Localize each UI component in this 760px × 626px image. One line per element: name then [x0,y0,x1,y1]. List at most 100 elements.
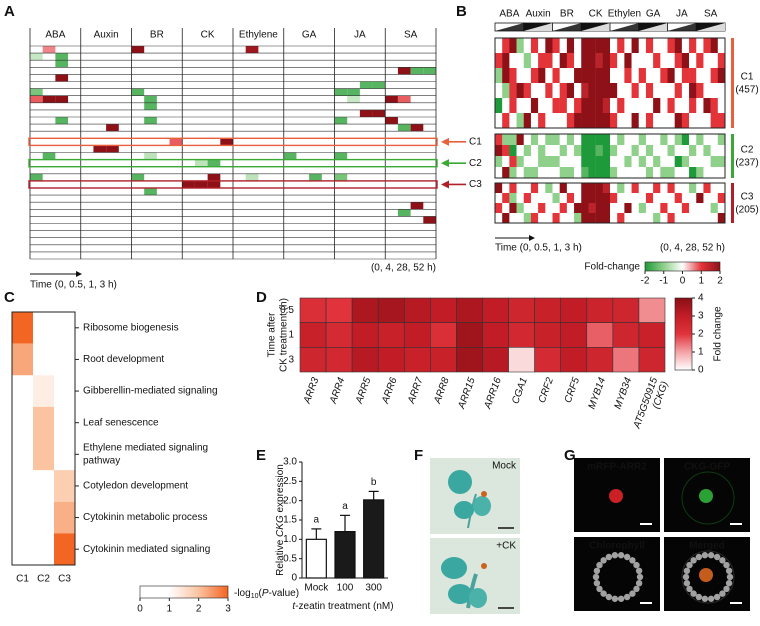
heat-cell [638,167,647,179]
heat-cell [347,95,360,103]
heat-cell [653,183,661,194]
heat-cell [588,113,596,129]
heat-cell [689,38,697,54]
gene-label: ARR5 [354,376,374,406]
heat-cell [55,95,69,103]
heat-cell [566,167,575,179]
heat-cell [660,68,668,84]
heat-cell [559,134,568,146]
cell-outline [681,550,735,604]
micrograph-label: Chlorophyll [589,541,645,552]
y-tick-label: 3.0 [283,457,297,468]
heat-cell [588,203,596,214]
heat-cell [207,159,221,167]
heat-cell [703,203,711,214]
chloroplast [725,567,733,575]
heat-cell [674,203,683,214]
heat-cell [559,53,568,69]
heat-cell [617,213,625,224]
heat-cell [299,297,327,323]
heat-cell [559,145,568,157]
heat-cell [653,98,661,114]
micrograph-label: CKG-GFP [684,462,730,473]
heat-cell [653,113,661,129]
heat-cell [631,193,639,204]
go-term: Cytokinin mediated signaling [83,544,210,555]
gene-label: ARR7 [406,376,426,406]
heat-cell [645,38,654,54]
heat-cell [545,167,553,179]
heat-cell [530,113,539,129]
cluster-label: C3 [58,574,71,585]
heat-cell [681,53,690,69]
gene-label: CRF5 [563,376,582,405]
heat-cell [617,203,625,214]
heat-cell [509,68,517,84]
heat-cell [559,203,568,214]
heat-cell [610,145,618,157]
heat-cell [410,124,424,132]
heat-cell [502,167,510,179]
heat-cell [717,38,726,54]
heat-cell [509,145,517,157]
heat-cell [502,213,510,224]
heat-cell [502,193,510,204]
heat-cell [624,53,632,69]
cluster-label: C2 [469,158,482,169]
chloroplast [596,561,603,569]
heat-cell [495,53,503,69]
heat-cell [660,156,668,168]
chloroplast [633,585,640,593]
cluster-label: C1 [16,574,29,585]
heat-cell [681,193,690,204]
chloroplast [629,557,636,564]
heat-cell [717,113,726,129]
heat-cell [588,167,596,179]
cluster-arrow-head [441,180,449,189]
nucleus-signal [699,568,713,582]
heat-cell [612,297,640,323]
heat-cell [638,297,666,323]
heat-cell [645,193,654,204]
heat-cell [703,193,711,204]
heat-cell [574,203,582,214]
heat-cell [552,83,560,99]
heat-cell [681,156,690,168]
heat-cell [495,145,503,157]
heat-cell [495,98,503,114]
heat-cell [516,38,524,54]
heat-cell [509,83,517,99]
chloroplast [623,593,631,601]
heat-cell [545,68,553,84]
group-label: GA [302,30,317,41]
heat-cell [653,53,661,69]
chloroplast [723,561,730,569]
heat-cell [502,38,510,54]
x-tick-label: Mock [304,583,329,594]
colorbar-label: -log10(P-value) [234,588,299,601]
heat-cell [530,83,539,99]
heat-cell [645,83,654,99]
chloroplast [592,573,600,581]
row-label: 3 [288,354,294,365]
heat-cell [347,88,360,96]
heat-cell [689,167,697,179]
heat-cell [703,167,711,179]
heat-cell [717,183,726,194]
heat-cell [602,38,611,54]
heat-cell [581,145,589,157]
heat-cell [538,145,546,157]
heat-cell [581,68,589,84]
heat-cell [545,98,553,114]
heat-cell [617,38,625,54]
group-label: JA [354,30,366,41]
bar [305,538,327,579]
heat-cell [631,134,639,146]
heat-cell [624,193,632,204]
heat-cell [545,213,553,224]
heat-cell [538,213,546,224]
heat-cell [681,213,690,224]
heat-cell [631,145,639,157]
heat-cell [545,113,553,129]
colorbar [674,297,693,371]
